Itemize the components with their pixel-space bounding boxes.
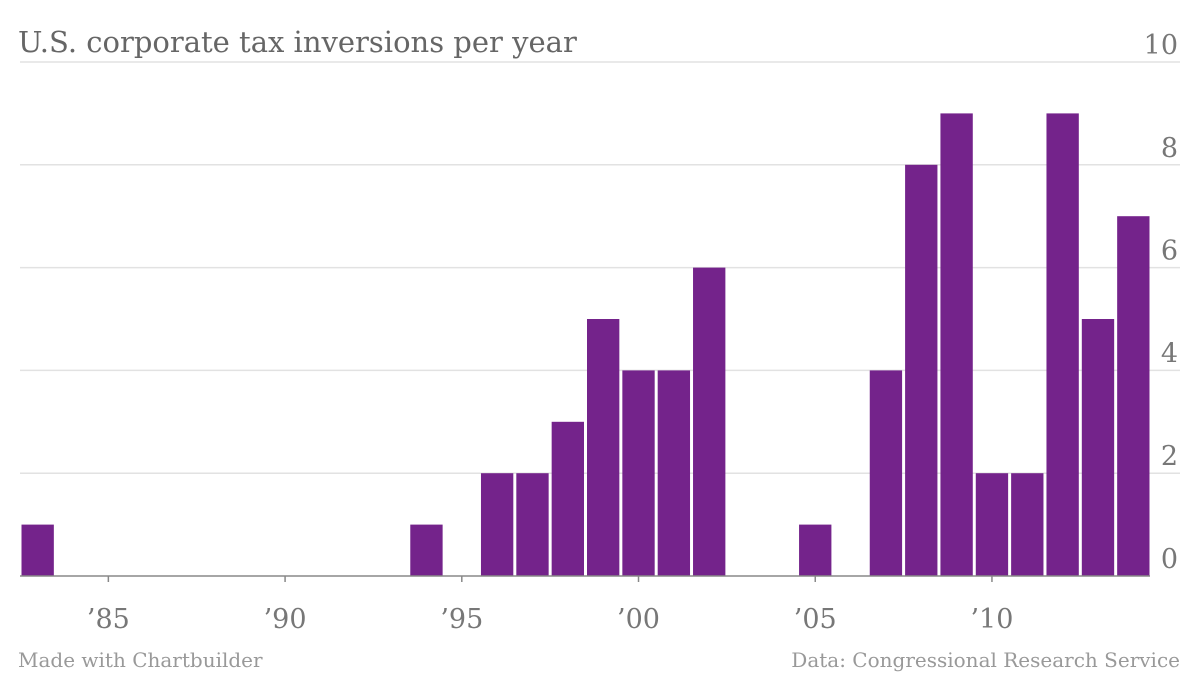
footer-credit: Made with Chartbuilder: [18, 648, 263, 672]
x-tick-label: ’90: [264, 604, 307, 635]
bar-2014: [1117, 216, 1150, 576]
bar-1994: [410, 524, 443, 576]
bar-1999: [587, 319, 620, 576]
x-tick-label: ’10: [970, 604, 1013, 635]
y-tick-label: 0: [1161, 544, 1178, 575]
bar-1998: [551, 421, 584, 576]
bar-2005: [799, 524, 832, 576]
bar-2011: [1011, 473, 1044, 576]
y-tick-labels: 0 2 4 6 8 10: [1144, 30, 1178, 575]
bar-2012: [1046, 113, 1079, 577]
bar-2002: [693, 267, 726, 576]
x-tick-label: ’05: [794, 604, 837, 635]
chart-title: U.S. corporate tax inversions per year: [18, 25, 577, 59]
y-tick-label: 2: [1161, 441, 1178, 472]
bars: [21, 113, 1150, 577]
bar-2007: [869, 370, 903, 576]
x-tick-label: ’00: [617, 604, 660, 635]
footer-source: Data: Congressional Research Service: [791, 648, 1180, 672]
y-tick-label: 6: [1161, 236, 1178, 267]
y-tick-label: 10: [1144, 30, 1178, 61]
bar-1996: [480, 473, 514, 576]
bar-2009: [940, 113, 973, 577]
bar-2008: [905, 164, 938, 577]
x-tick-labels: ’85 ’90 ’95 ’00 ’05 ’10: [87, 576, 1013, 635]
bar-2013: [1081, 319, 1115, 576]
x-tick-label: ’95: [440, 604, 483, 635]
bar-1983: [21, 524, 54, 576]
bar-2010: [975, 473, 1009, 576]
bar-1997: [516, 473, 549, 576]
bar-2000: [622, 370, 655, 576]
y-tick-label: 4: [1161, 338, 1178, 369]
bar-2001: [657, 370, 691, 576]
x-tick-label: ’85: [87, 604, 130, 635]
y-tick-label: 8: [1161, 133, 1178, 164]
